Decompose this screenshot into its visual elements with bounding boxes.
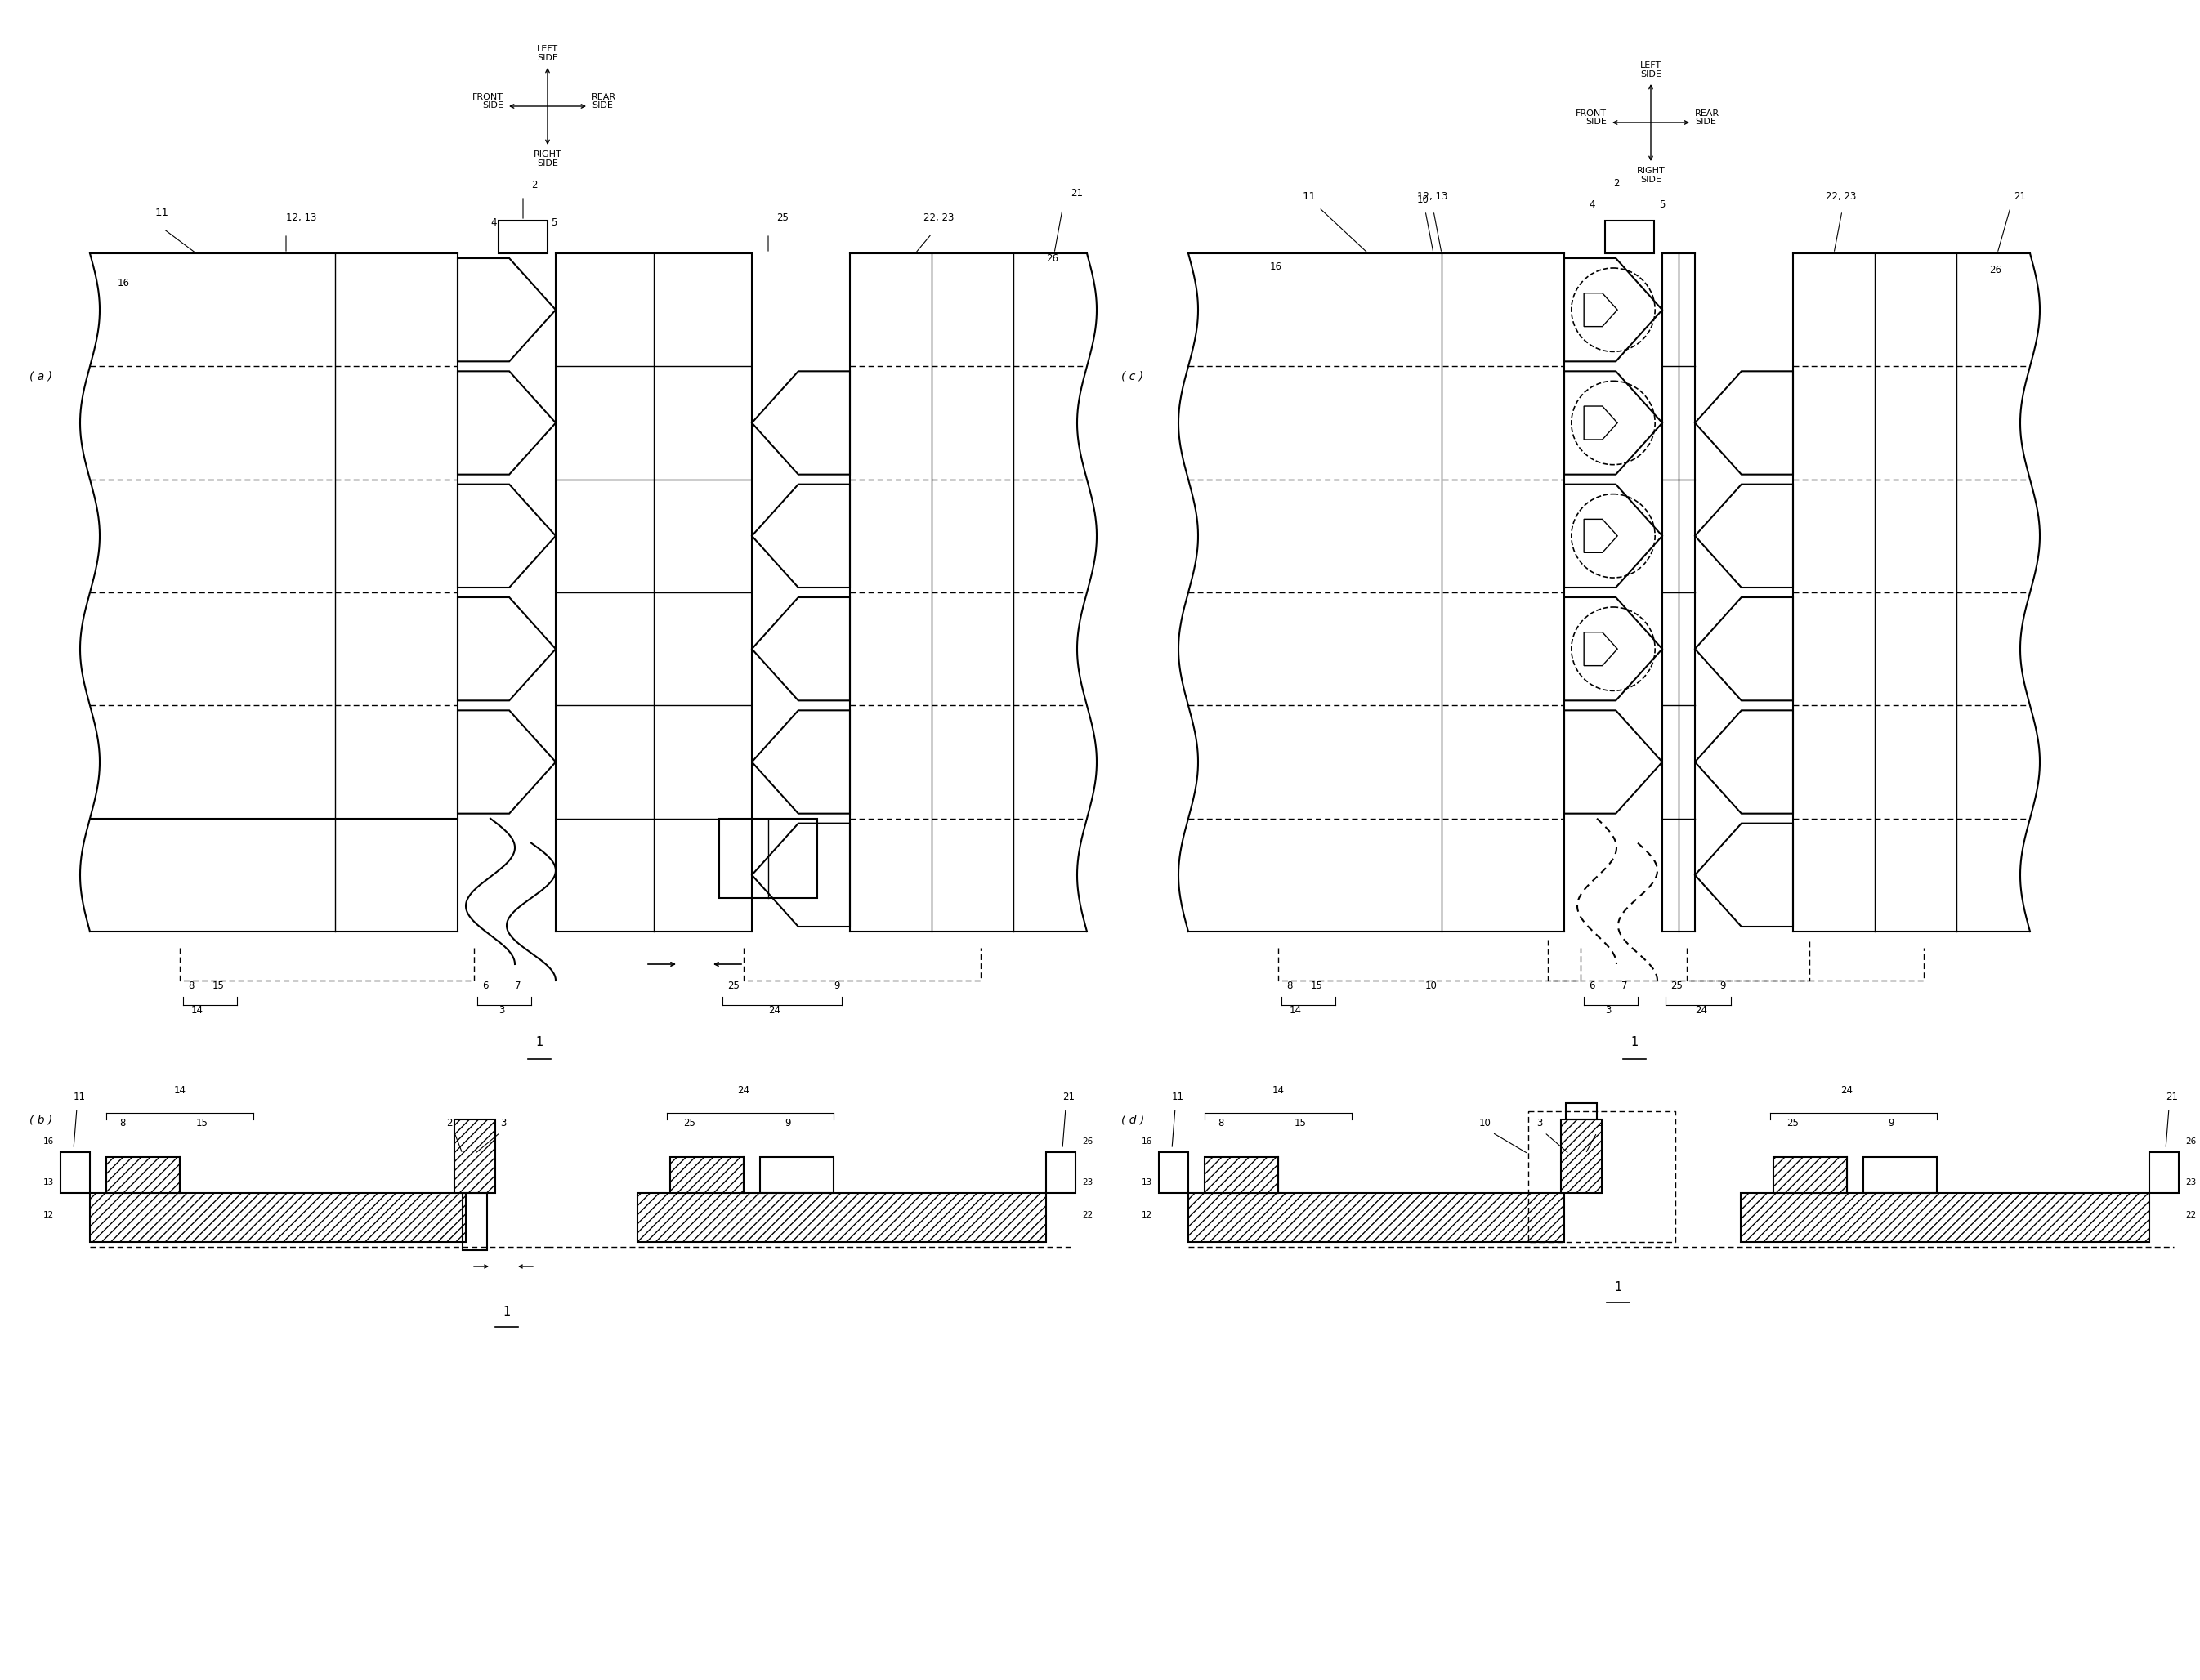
Text: 26: 26 bbox=[1082, 1137, 1093, 1146]
Text: 8: 8 bbox=[1287, 981, 1291, 991]
Text: 16: 16 bbox=[1269, 262, 1283, 272]
Text: 13: 13 bbox=[1142, 1178, 1153, 1186]
Text: LEFT
SIDE: LEFT SIDE bbox=[537, 45, 559, 62]
Text: ( b ): ( b ) bbox=[29, 1114, 53, 1126]
Text: 3: 3 bbox=[1606, 1005, 1610, 1016]
Text: 5: 5 bbox=[1659, 200, 1665, 210]
Text: 11: 11 bbox=[156, 208, 169, 218]
Text: 21: 21 bbox=[1071, 188, 1082, 198]
Text: 12: 12 bbox=[44, 1211, 55, 1220]
Text: 8: 8 bbox=[1217, 1117, 1223, 1129]
Text: 9: 9 bbox=[1888, 1117, 1894, 1129]
Text: RIGHT
SIDE: RIGHT SIDE bbox=[1637, 166, 1665, 183]
Text: 1: 1 bbox=[1630, 1037, 1639, 1048]
Text: 6: 6 bbox=[1588, 981, 1595, 991]
Polygon shape bbox=[106, 1158, 180, 1193]
Text: FRONT
SIDE: FRONT SIDE bbox=[1575, 109, 1606, 126]
Polygon shape bbox=[638, 1193, 1045, 1242]
Text: 13: 13 bbox=[44, 1178, 55, 1186]
Text: 22, 23: 22, 23 bbox=[924, 212, 955, 223]
Text: FRONT
SIDE: FRONT SIDE bbox=[473, 92, 504, 109]
Text: 2: 2 bbox=[1613, 178, 1619, 188]
Polygon shape bbox=[1206, 1158, 1278, 1193]
Text: 23: 23 bbox=[2185, 1178, 2196, 1186]
Text: 12, 13: 12, 13 bbox=[1417, 192, 1448, 202]
Text: 2: 2 bbox=[1597, 1117, 1604, 1129]
Text: 22: 22 bbox=[2185, 1211, 2196, 1220]
Text: 24: 24 bbox=[768, 1005, 781, 1016]
Text: 9: 9 bbox=[834, 981, 840, 991]
Text: 4: 4 bbox=[491, 217, 497, 228]
Text: 26: 26 bbox=[1989, 265, 2002, 276]
Text: 11: 11 bbox=[1173, 1092, 1184, 1102]
Text: 22, 23: 22, 23 bbox=[1826, 192, 1857, 202]
Text: 15: 15 bbox=[1311, 981, 1322, 991]
Text: 9: 9 bbox=[1720, 981, 1725, 991]
Text: 11: 11 bbox=[1302, 192, 1316, 202]
Text: 14: 14 bbox=[1289, 1005, 1302, 1016]
Text: 8: 8 bbox=[119, 1117, 125, 1129]
Text: 4: 4 bbox=[1588, 200, 1595, 210]
Text: REAR
SIDE: REAR SIDE bbox=[592, 92, 616, 109]
Text: 14: 14 bbox=[174, 1085, 187, 1095]
Text: 15: 15 bbox=[1294, 1117, 1307, 1129]
Text: 11: 11 bbox=[73, 1092, 86, 1102]
Text: 25: 25 bbox=[684, 1117, 695, 1129]
Text: REAR
SIDE: REAR SIDE bbox=[1694, 109, 1720, 126]
Text: 3: 3 bbox=[499, 1005, 504, 1016]
Polygon shape bbox=[1773, 1158, 1848, 1193]
Text: 10: 10 bbox=[1417, 195, 1430, 205]
Polygon shape bbox=[671, 1158, 744, 1193]
Text: 1: 1 bbox=[535, 1037, 543, 1048]
Text: 22: 22 bbox=[1082, 1211, 1093, 1220]
Text: 25: 25 bbox=[1786, 1117, 1800, 1129]
Text: 10: 10 bbox=[1426, 981, 1437, 991]
Text: 24: 24 bbox=[1694, 1005, 1707, 1016]
Polygon shape bbox=[90, 1193, 466, 1242]
Text: 16: 16 bbox=[117, 277, 130, 289]
Text: 25: 25 bbox=[777, 212, 788, 223]
Text: 2: 2 bbox=[447, 1117, 453, 1129]
Text: 3: 3 bbox=[499, 1117, 506, 1129]
Polygon shape bbox=[455, 1119, 495, 1193]
Text: 12, 13: 12, 13 bbox=[286, 212, 317, 223]
Text: 7: 7 bbox=[515, 981, 521, 991]
Text: 21: 21 bbox=[2165, 1092, 2178, 1102]
Text: 21: 21 bbox=[1063, 1092, 1074, 1102]
Text: 24: 24 bbox=[737, 1085, 750, 1095]
Text: ( c ): ( c ) bbox=[1122, 370, 1144, 381]
Text: 23: 23 bbox=[1082, 1178, 1093, 1186]
Text: 24: 24 bbox=[1841, 1085, 1852, 1095]
Text: 25: 25 bbox=[728, 981, 739, 991]
Text: 6: 6 bbox=[482, 981, 488, 991]
Text: 8: 8 bbox=[187, 981, 194, 991]
Text: 25: 25 bbox=[1670, 981, 1683, 991]
Text: 1: 1 bbox=[504, 1305, 510, 1319]
Text: 12: 12 bbox=[1142, 1211, 1153, 1220]
Polygon shape bbox=[1562, 1119, 1602, 1193]
Text: 1: 1 bbox=[1615, 1282, 1621, 1294]
Text: ( d ): ( d ) bbox=[1122, 1114, 1144, 1126]
Text: 7: 7 bbox=[1621, 981, 1628, 991]
Polygon shape bbox=[1740, 1193, 2149, 1242]
Text: 5: 5 bbox=[550, 217, 557, 228]
Text: 16: 16 bbox=[1142, 1137, 1153, 1146]
Text: 9: 9 bbox=[785, 1117, 790, 1129]
Text: 16: 16 bbox=[44, 1137, 55, 1146]
Text: RIGHT
SIDE: RIGHT SIDE bbox=[532, 150, 561, 168]
Text: ( a ): ( a ) bbox=[29, 370, 53, 381]
Text: LEFT
SIDE: LEFT SIDE bbox=[1641, 62, 1661, 79]
Text: 15: 15 bbox=[196, 1117, 209, 1129]
Polygon shape bbox=[1188, 1193, 1564, 1242]
Text: 2: 2 bbox=[530, 180, 537, 190]
Text: 26: 26 bbox=[2185, 1137, 2196, 1146]
Text: 14: 14 bbox=[1272, 1085, 1285, 1095]
Text: 21: 21 bbox=[2013, 192, 2026, 202]
Text: 14: 14 bbox=[191, 1005, 202, 1016]
Text: 10: 10 bbox=[1478, 1117, 1492, 1129]
Text: 26: 26 bbox=[1045, 254, 1058, 264]
Text: 3: 3 bbox=[1536, 1117, 1542, 1129]
Text: 15: 15 bbox=[213, 981, 224, 991]
